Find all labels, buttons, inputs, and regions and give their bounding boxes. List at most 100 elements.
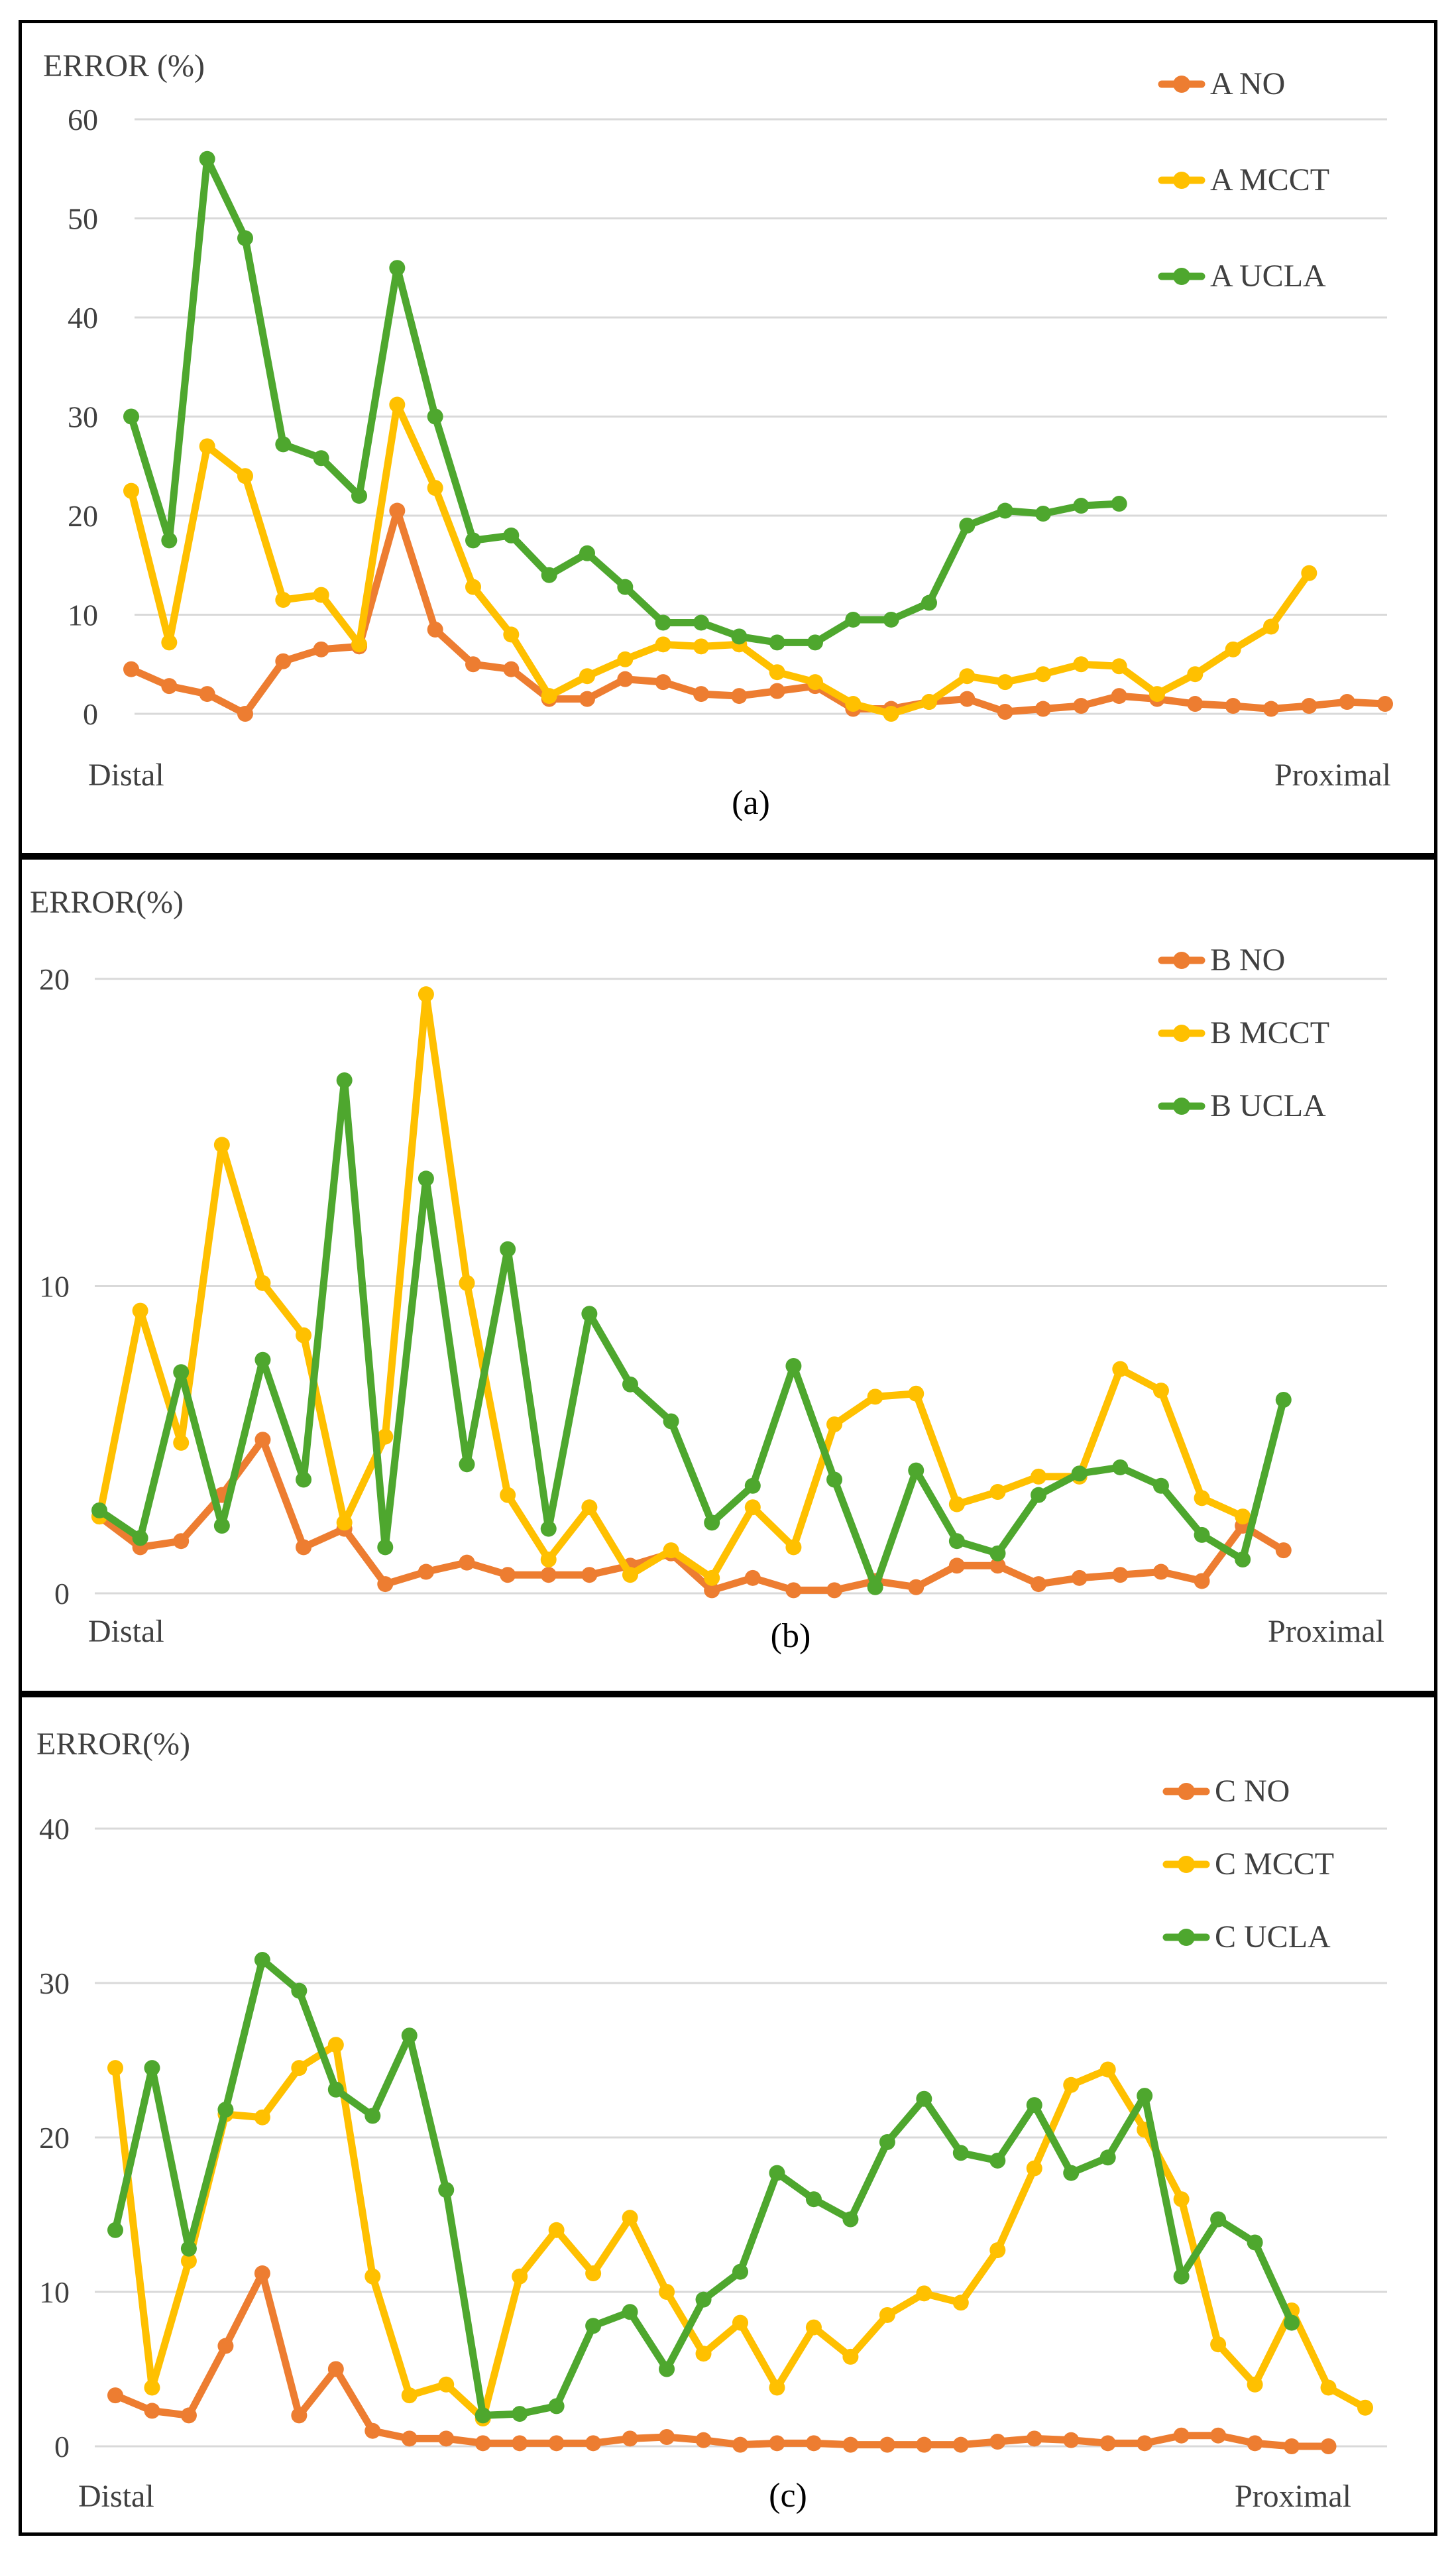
data-point bbox=[1071, 1569, 1088, 1586]
data-point bbox=[997, 502, 1013, 519]
data-point bbox=[579, 545, 595, 561]
data-point bbox=[351, 636, 367, 653]
y-tick-label: 0 bbox=[54, 1577, 70, 1611]
data-point bbox=[1031, 1576, 1047, 1593]
data-point bbox=[173, 1364, 190, 1381]
data-point bbox=[123, 661, 139, 677]
data-point bbox=[401, 2387, 418, 2404]
data-point bbox=[1263, 701, 1279, 717]
data-point bbox=[237, 468, 253, 484]
data-point bbox=[503, 527, 520, 543]
data-point bbox=[427, 621, 443, 638]
data-point bbox=[845, 611, 862, 628]
data-point bbox=[1225, 641, 1241, 657]
data-point bbox=[659, 2284, 675, 2300]
data-point bbox=[805, 2319, 822, 2336]
data-point bbox=[548, 2222, 565, 2238]
data-point bbox=[769, 2165, 785, 2181]
data-point bbox=[275, 592, 292, 608]
data-point bbox=[427, 480, 443, 496]
data-point bbox=[540, 1520, 557, 1537]
data-point bbox=[744, 1477, 761, 1494]
data-point bbox=[161, 532, 178, 549]
x-start-label: Distal bbox=[88, 1614, 164, 1649]
data-point bbox=[364, 2108, 381, 2124]
data-point bbox=[1225, 698, 1241, 714]
data-point bbox=[769, 634, 785, 651]
data-point bbox=[1035, 701, 1051, 717]
data-point bbox=[1149, 686, 1165, 703]
x-end-label: Proximal bbox=[1268, 1614, 1384, 1649]
legend-label: B MCCT bbox=[1210, 1015, 1329, 1050]
series-no bbox=[91, 1432, 1292, 1599]
data-point bbox=[336, 1514, 353, 1531]
data-point bbox=[989, 2242, 1006, 2259]
data-point bbox=[173, 1434, 190, 1451]
data-point bbox=[1035, 506, 1051, 522]
data-point bbox=[959, 668, 976, 685]
data-point bbox=[655, 636, 671, 653]
data-point bbox=[313, 587, 329, 603]
data-point bbox=[663, 1542, 679, 1559]
data-point bbox=[327, 2037, 344, 2053]
data-point bbox=[997, 674, 1013, 691]
data-point bbox=[291, 2407, 308, 2424]
data-point bbox=[1111, 658, 1127, 675]
data-point bbox=[879, 2436, 895, 2453]
data-point bbox=[377, 1539, 394, 1556]
gridlines bbox=[135, 118, 1387, 715]
data-point bbox=[540, 1567, 557, 1583]
data-point bbox=[959, 691, 976, 707]
data-point bbox=[475, 2407, 491, 2424]
data-point bbox=[180, 2240, 197, 2257]
data-point bbox=[1173, 2427, 1190, 2444]
data-point bbox=[622, 2210, 638, 2226]
data-point bbox=[1320, 2438, 1337, 2454]
series-ucla bbox=[91, 1072, 1292, 1595]
data-point bbox=[785, 1358, 802, 1375]
data-point bbox=[427, 408, 443, 425]
data-point bbox=[732, 2436, 748, 2453]
data-point bbox=[1152, 1563, 1169, 1580]
data-point bbox=[1152, 1477, 1169, 1494]
data-point bbox=[695, 2346, 712, 2362]
legend-label: B NO bbox=[1210, 942, 1285, 978]
data-point bbox=[1112, 1361, 1129, 1377]
x-start-label: Distal bbox=[88, 758, 164, 793]
data-point bbox=[785, 1582, 802, 1599]
data-point bbox=[1301, 565, 1317, 581]
data-point bbox=[1063, 2076, 1080, 2093]
y-axis-label: ERROR (%) bbox=[43, 48, 205, 84]
y-axis-label: ERROR(%) bbox=[30, 885, 184, 920]
x-end-label: Proximal bbox=[1235, 2479, 1351, 2514]
data-point bbox=[1099, 2435, 1116, 2452]
legend-marker bbox=[1173, 1025, 1190, 1042]
data-point bbox=[1071, 1465, 1088, 1482]
data-point bbox=[377, 1428, 394, 1445]
data-point bbox=[952, 2295, 969, 2311]
data-point bbox=[921, 595, 937, 611]
y-tick-label: 50 bbox=[68, 202, 98, 236]
data-point bbox=[500, 1487, 516, 1503]
data-point bbox=[275, 436, 292, 453]
series-line bbox=[127, 507, 1389, 718]
data-point bbox=[622, 1376, 638, 1392]
data-point bbox=[948, 1558, 965, 1574]
data-point bbox=[254, 2109, 270, 2126]
data-point bbox=[845, 696, 862, 712]
data-point bbox=[826, 1471, 843, 1488]
data-point bbox=[622, 2304, 638, 2320]
legend-label: C NO bbox=[1215, 1774, 1290, 1809]
data-point bbox=[1235, 1508, 1251, 1525]
data-point bbox=[1031, 1487, 1047, 1503]
data-point bbox=[465, 532, 481, 549]
data-point bbox=[475, 2435, 491, 2452]
data-point bbox=[418, 1563, 434, 1580]
data-point bbox=[1073, 656, 1090, 673]
data-point bbox=[254, 1275, 271, 1291]
data-point bbox=[581, 1306, 598, 1322]
data-point bbox=[161, 634, 178, 651]
gridlines bbox=[95, 978, 1387, 1595]
data-point bbox=[867, 1579, 883, 1595]
data-point bbox=[291, 2060, 308, 2076]
